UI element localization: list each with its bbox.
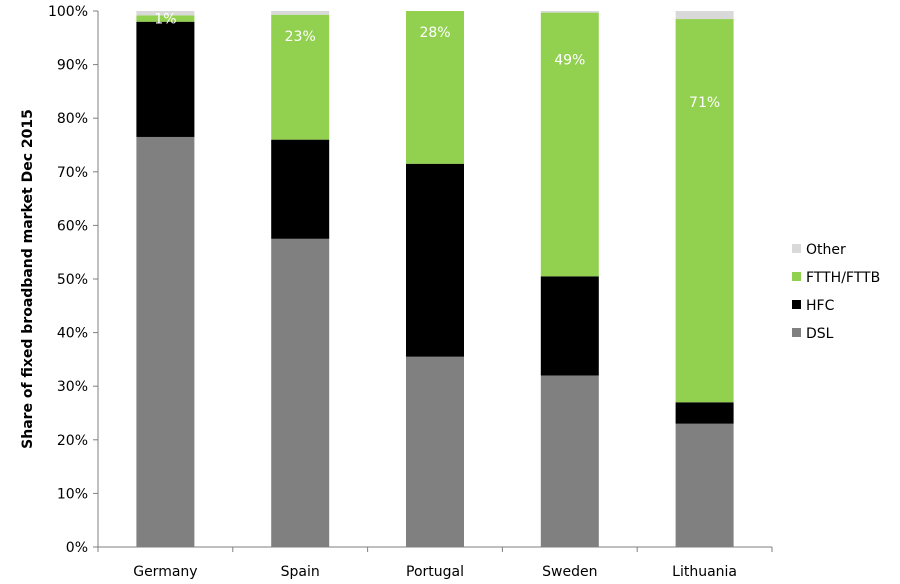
legend-label-hfc: HFC <box>806 298 835 314</box>
legend-swatch-other <box>792 244 801 253</box>
data-labels-group: 1% 23% 28% 49% 71% <box>154 12 720 112</box>
x-tick-label-lithuania: Lithuania <box>672 564 737 580</box>
legend: Other FTTH/FTTB HFC DSL <box>792 242 880 342</box>
legend-swatch-dsl <box>792 328 801 337</box>
y-axis-title: Share of fixed broadband market Dec 2015 <box>20 109 36 449</box>
x-tick-label-germany: Germany <box>133 564 197 580</box>
bar-other-sweden <box>540 11 599 13</box>
bar-dsl-portugal <box>406 356 464 547</box>
data-label-sweden: 49% <box>554 53 585 69</box>
y-tick-label: 70% <box>57 165 88 181</box>
y-tick-label: 60% <box>57 218 88 234</box>
bar-other-lithuania <box>675 11 734 20</box>
x-tick-label-sweden: Sweden <box>542 564 597 580</box>
y-tick-label: 40% <box>57 326 88 342</box>
y-tick-label: 90% <box>57 58 88 74</box>
axes-group: 0% 10% 20% 30% 40% 50% 60% 70% 80% 90% 100% Germany… <box>48 4 773 580</box>
y-tick-label: 100% <box>48 4 88 20</box>
bar-hfc-germany <box>136 21 195 137</box>
bars-group <box>136 11 734 548</box>
y-tick-label: 10% <box>57 486 88 502</box>
legend-label-dsl: DSL <box>806 326 834 342</box>
bar-dsl-lithuania <box>675 423 734 547</box>
legend-label-other: Other <box>806 242 846 258</box>
legend-swatch-hfc <box>792 300 801 309</box>
bar-other-germany <box>136 11 195 16</box>
legend-label-ftth-fttb: FTTH/FTTB <box>806 270 880 286</box>
y-tick-label: 20% <box>57 433 88 449</box>
data-label-spain: 23% <box>285 29 316 45</box>
y-tick-label: 0% <box>66 540 88 556</box>
bar-hfc-lithuania <box>675 402 734 424</box>
bar-dsl-spain <box>271 238 330 548</box>
bar-ftth-fttb-portugal <box>406 11 464 164</box>
bar-hfc-spain <box>271 139 330 239</box>
x-tick-label-portugal: Portugal <box>406 564 464 580</box>
x-tick-label-spain: Spain <box>281 564 320 580</box>
bar-ftth-fttb-lithuania <box>675 19 734 403</box>
y-tick-label: 50% <box>57 272 88 288</box>
data-label-germany: 1% <box>154 12 176 28</box>
bar-ftth-fttb-spain <box>271 14 330 140</box>
y-tick-label: 80% <box>57 111 88 127</box>
y-tick-label: 30% <box>57 379 88 395</box>
bar-hfc-sweden <box>540 276 599 376</box>
bar-hfc-portugal <box>406 163 464 357</box>
bar-dsl-sweden <box>540 375 599 547</box>
bar-ftth-fttb-sweden <box>540 12 599 277</box>
data-label-lithuania: 71% <box>689 95 720 111</box>
bar-other-spain <box>271 11 330 15</box>
bar-dsl-germany <box>136 136 195 547</box>
data-label-portugal: 28% <box>419 25 450 41</box>
bar-ftth-fttb-germany <box>136 15 195 22</box>
legend-swatch-ftth-fttb <box>792 272 801 281</box>
